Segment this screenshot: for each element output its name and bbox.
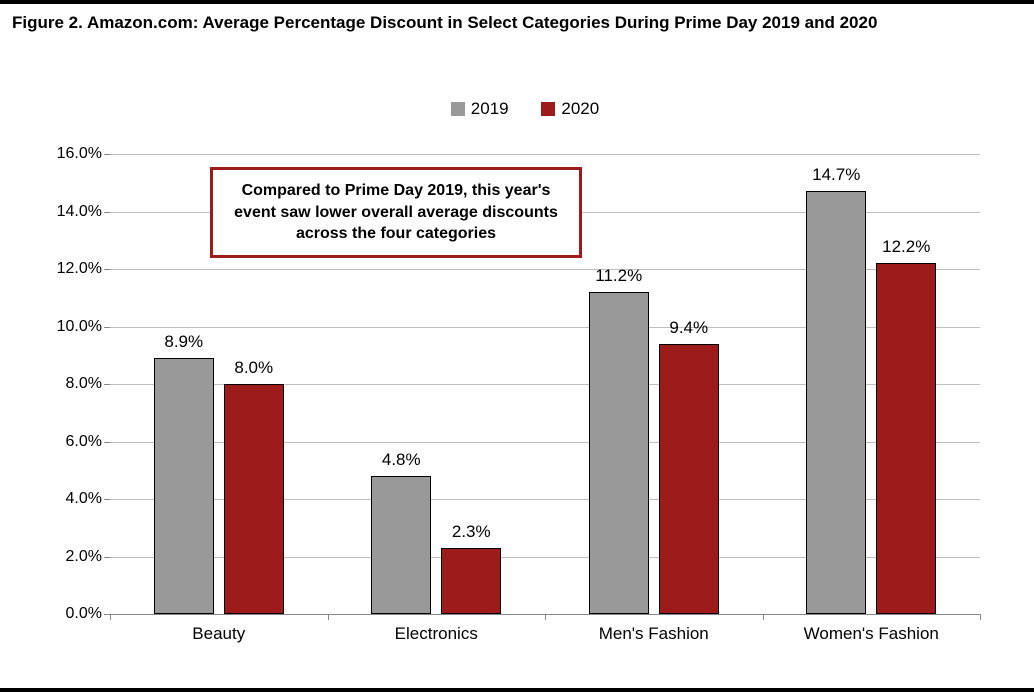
bar-2019-men-s-fashion bbox=[589, 292, 649, 614]
y-tick-label: 2.0% bbox=[66, 548, 102, 566]
y-tick-label: 16.0% bbox=[57, 145, 102, 163]
bar-label: 12.2% bbox=[846, 237, 966, 257]
y-tick-label: 10.0% bbox=[57, 318, 102, 336]
y-tick-label: 0.0% bbox=[66, 605, 102, 623]
legend-swatch-2020 bbox=[541, 102, 555, 116]
gridline bbox=[110, 154, 980, 155]
x-tick-mark bbox=[110, 614, 111, 620]
bar-2019-beauty bbox=[154, 358, 214, 614]
bar-label: 8.9% bbox=[124, 332, 244, 352]
bar-label: 8.0% bbox=[194, 358, 314, 378]
y-tick-mark bbox=[104, 499, 110, 500]
bar-2020-electronics bbox=[441, 548, 501, 614]
bar-2020-beauty bbox=[224, 384, 284, 614]
x-category-label: Men's Fashion bbox=[599, 624, 709, 644]
figure-title: Figure 2. Amazon.com: Average Percentage… bbox=[0, 4, 1034, 38]
x-tick-mark bbox=[980, 614, 981, 620]
y-tick-label: 14.0% bbox=[57, 203, 102, 221]
bar-2020-women-s-fashion bbox=[876, 263, 936, 614]
bar-2020-men-s-fashion bbox=[659, 344, 719, 614]
bar-label: 9.4% bbox=[629, 318, 749, 338]
legend-item-2020: 2020 bbox=[541, 99, 599, 119]
bar-label: 4.8% bbox=[341, 450, 461, 470]
bar-2019-electronics bbox=[371, 476, 431, 614]
y-tick-label: 4.0% bbox=[66, 490, 102, 508]
y-tick-mark bbox=[104, 384, 110, 385]
y-tick-mark bbox=[104, 327, 110, 328]
legend-label-2020: 2020 bbox=[561, 99, 599, 119]
x-category-label: Women's Fashion bbox=[804, 624, 939, 644]
y-tick-mark bbox=[104, 154, 110, 155]
y-tick-mark bbox=[104, 557, 110, 558]
bar-label: 11.2% bbox=[559, 266, 679, 286]
x-category-label: Electronics bbox=[395, 624, 478, 644]
y-tick-mark bbox=[104, 269, 110, 270]
legend-swatch-2019 bbox=[451, 102, 465, 116]
bar-label: 2.3% bbox=[411, 522, 531, 542]
legend-label-2019: 2019 bbox=[471, 99, 509, 119]
plot-region: 0.0%2.0%4.0%6.0%8.0%10.0%12.0%14.0%16.0%… bbox=[110, 154, 980, 614]
x-category-label: Beauty bbox=[192, 624, 245, 644]
y-tick-label: 8.0% bbox=[66, 375, 102, 393]
chart-area: 2019 2020 0.0%2.0%4.0%6.0%8.0%10.0%12.0%… bbox=[45, 99, 1005, 659]
x-tick-mark bbox=[328, 614, 329, 620]
y-tick-mark bbox=[104, 442, 110, 443]
x-tick-mark bbox=[545, 614, 546, 620]
legend-item-2019: 2019 bbox=[451, 99, 509, 119]
bar-label: 14.7% bbox=[776, 165, 896, 185]
callout-annotation: Compared to Prime Day 2019, this year's … bbox=[210, 167, 582, 258]
chart-legend: 2019 2020 bbox=[45, 99, 1005, 121]
y-tick-label: 12.0% bbox=[57, 260, 102, 278]
figure-container: Figure 2. Amazon.com: Average Percentage… bbox=[0, 0, 1034, 692]
x-tick-mark bbox=[763, 614, 764, 620]
y-tick-label: 6.0% bbox=[66, 433, 102, 451]
y-tick-mark bbox=[104, 212, 110, 213]
